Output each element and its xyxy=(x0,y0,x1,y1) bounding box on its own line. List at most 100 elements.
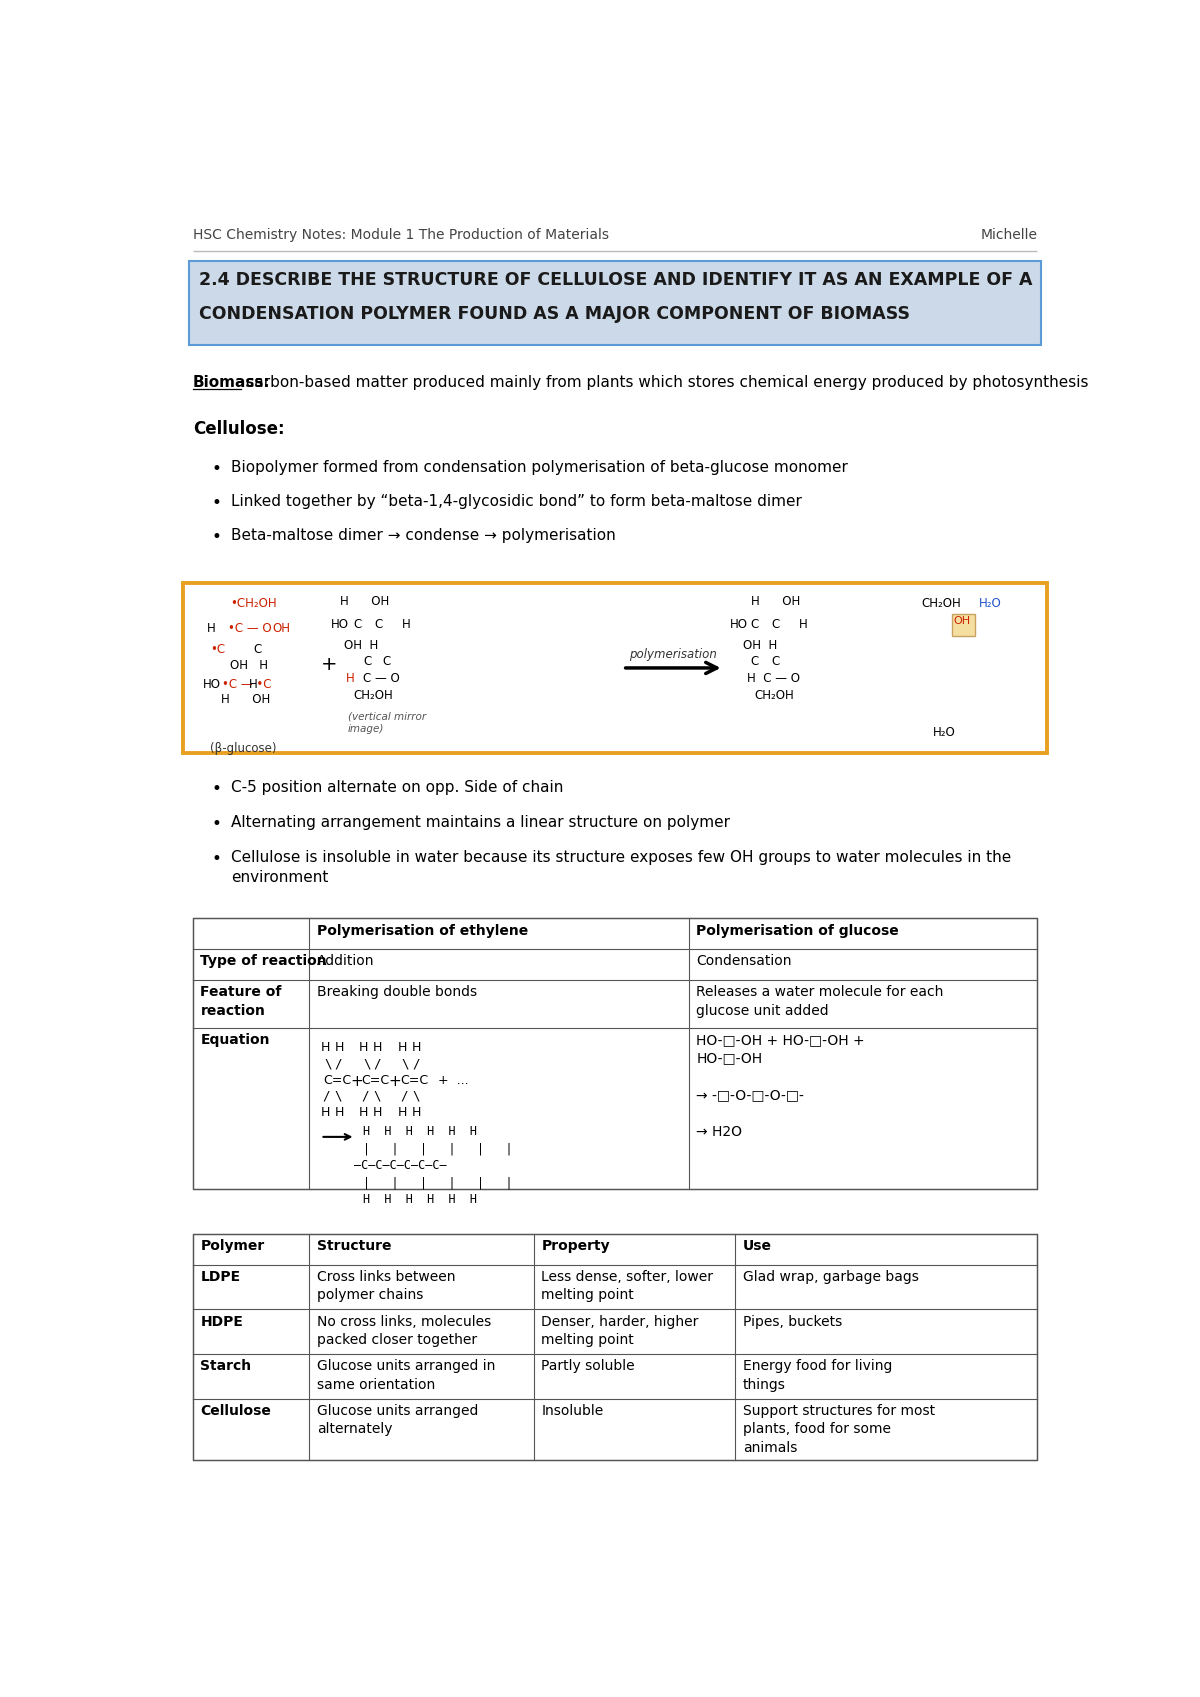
Text: OH   H: OH H xyxy=(230,658,268,672)
Text: H₂O: H₂O xyxy=(932,726,955,738)
Text: Cross links between
polymer chains: Cross links between polymer chains xyxy=(317,1269,455,1303)
Text: LDPE: LDPE xyxy=(200,1269,240,1285)
Text: HDPE: HDPE xyxy=(200,1315,244,1329)
Text: H  H  H  H  H  H: H H H H H H xyxy=(364,1125,478,1139)
Text: |   |   |   |   |   |: | | | | | | xyxy=(364,1142,512,1156)
Text: Less dense, softer, lower
melting point: Less dense, softer, lower melting point xyxy=(541,1269,713,1303)
Text: Biopolymer formed from condensation polymerisation of beta-glucose monomer: Biopolymer formed from condensation poly… xyxy=(232,460,848,475)
Text: H      OH: H OH xyxy=(221,694,270,706)
Text: Type of reaction: Type of reaction xyxy=(200,954,326,969)
Text: H: H xyxy=(320,1106,330,1118)
Text: C: C xyxy=(354,618,362,631)
Text: •: • xyxy=(212,460,222,479)
Text: Breaking double bonds: Breaking double bonds xyxy=(317,986,476,1000)
Text: •C — O: •C — O xyxy=(228,621,272,635)
Text: •: • xyxy=(212,850,222,869)
Text: H  H  H  H  H  H: H H H H H H xyxy=(364,1193,478,1207)
Text: C: C xyxy=(772,655,780,669)
Text: 2.4 DESCRIBE THE STRUCTURE OF CELLULOSE AND IDENTIFY IT AS AN EXAMPLE OF A: 2.4 DESCRIBE THE STRUCTURE OF CELLULOSE … xyxy=(199,272,1032,290)
Bar xyxy=(184,584,1046,753)
Text: OH  H: OH H xyxy=(343,640,378,652)
Text: Glucose units arranged in
same orientation: Glucose units arranged in same orientati… xyxy=(317,1359,496,1392)
Text: Glad wrap, garbage bags: Glad wrap, garbage bags xyxy=(743,1269,919,1285)
Text: /: / xyxy=(373,1057,380,1071)
Text: H: H xyxy=(359,1106,368,1118)
Text: Energy food for living
things: Energy food for living things xyxy=(743,1359,893,1392)
Text: Addition: Addition xyxy=(317,954,374,969)
Text: C-5 position alternate on opp. Side of chain: C-5 position alternate on opp. Side of c… xyxy=(232,779,564,794)
Text: C: C xyxy=(751,618,758,631)
Text: (β-glucose): (β-glucose) xyxy=(210,742,277,755)
Text: CH₂OH: CH₂OH xyxy=(755,689,794,703)
Text: H: H xyxy=(250,679,258,691)
Text: C     H: C H xyxy=(772,618,808,631)
Text: •C — •C: •C — •C xyxy=(222,679,271,691)
Text: H: H xyxy=(335,1042,344,1054)
Text: H: H xyxy=(398,1042,407,1054)
Text: HO-□-OH + HO-□-OH +
HO-□-OH

→ -□-O-□-O-□-

→ H2O: HO-□-OH + HO-□-OH + HO-□-OH → -□-O-□-O-□… xyxy=(696,1033,865,1139)
Text: H: H xyxy=(398,1106,407,1118)
Text: C: C xyxy=(751,655,758,669)
Text: Biomass:: Biomass: xyxy=(193,375,270,390)
Bar xyxy=(188,261,1042,344)
Text: Feature of
reaction: Feature of reaction xyxy=(200,986,282,1018)
Text: Insoluble: Insoluble xyxy=(541,1403,604,1419)
Text: C: C xyxy=(383,655,391,669)
Text: C=C: C=C xyxy=(401,1074,428,1086)
Text: H: H xyxy=(373,1042,383,1054)
Text: \: \ xyxy=(324,1057,332,1071)
Text: Property: Property xyxy=(541,1239,610,1254)
Text: •: • xyxy=(212,528,222,546)
Text: H      OH: H OH xyxy=(751,596,800,608)
Text: H: H xyxy=(346,672,355,686)
Text: Polymerisation of ethylene: Polymerisation of ethylene xyxy=(317,923,528,937)
Text: Beta-maltose dimer → condense → polymerisation: Beta-maltose dimer → condense → polymeri… xyxy=(232,528,616,543)
Text: C=C: C=C xyxy=(323,1074,350,1086)
Text: Cellulose:: Cellulose: xyxy=(193,421,284,438)
Text: +: + xyxy=(320,655,337,674)
Text: CH₂OH: CH₂OH xyxy=(922,597,961,611)
Text: H: H xyxy=(359,1042,368,1054)
Text: \: \ xyxy=(402,1057,409,1071)
Text: H: H xyxy=(206,621,215,635)
Text: C: C xyxy=(364,655,371,669)
Text: (vertical mirror
image): (vertical mirror image) xyxy=(348,711,426,735)
Text: /: / xyxy=(323,1089,330,1103)
Text: Alternating arrangement maintains a linear structure on polymer: Alternating arrangement maintains a line… xyxy=(232,815,731,830)
Text: Michelle: Michelle xyxy=(980,229,1037,243)
Text: carbon-based matter produced mainly from plants which stores chemical energy pro: carbon-based matter produced mainly from… xyxy=(241,375,1088,390)
Text: \: \ xyxy=(412,1089,420,1103)
Text: +  ...: + ... xyxy=(438,1074,469,1086)
Text: Starch: Starch xyxy=(200,1359,252,1373)
Text: H: H xyxy=(412,1042,421,1054)
Text: •: • xyxy=(212,494,222,512)
Text: polymerisation: polymerisation xyxy=(629,648,718,660)
Text: •: • xyxy=(212,815,222,833)
Text: \: \ xyxy=(335,1089,342,1103)
Text: +: + xyxy=(389,1074,402,1089)
Text: H: H xyxy=(320,1042,330,1054)
Text: C: C xyxy=(253,643,262,657)
Text: C=C: C=C xyxy=(361,1074,390,1086)
Text: Cellulose: Cellulose xyxy=(200,1403,271,1419)
Text: No cross links, molecules
packed closer together: No cross links, molecules packed closer … xyxy=(317,1315,491,1347)
Text: HO: HO xyxy=(730,618,748,631)
Text: \: \ xyxy=(364,1057,371,1071)
Bar xyxy=(193,1234,1037,1461)
Text: |   |   |   |   |   |: | | | | | | xyxy=(364,1176,512,1190)
Text: /: / xyxy=(401,1089,408,1103)
Text: CONDENSATION POLYMER FOUND AS A MAJOR COMPONENT OF BIOMASS: CONDENSATION POLYMER FOUND AS A MAJOR CO… xyxy=(199,304,910,322)
Text: Linked together by “beta-1,4-glycosidic bond” to form beta-maltose dimer: Linked together by “beta-1,4-glycosidic … xyxy=(232,494,803,509)
Text: Glucose units arranged
alternately: Glucose units arranged alternately xyxy=(317,1403,478,1436)
Text: \: \ xyxy=(373,1089,380,1103)
Text: Equation: Equation xyxy=(200,1033,270,1047)
Text: H: H xyxy=(412,1106,421,1118)
Text: /: / xyxy=(361,1089,370,1103)
Text: /: / xyxy=(412,1057,420,1071)
Text: H: H xyxy=(373,1106,383,1118)
Bar xyxy=(193,918,1037,1190)
Text: •: • xyxy=(212,779,222,798)
Text: CH₂OH: CH₂OH xyxy=(354,689,394,703)
Text: HO: HO xyxy=(330,618,348,631)
Text: H₂O: H₂O xyxy=(979,597,1002,611)
